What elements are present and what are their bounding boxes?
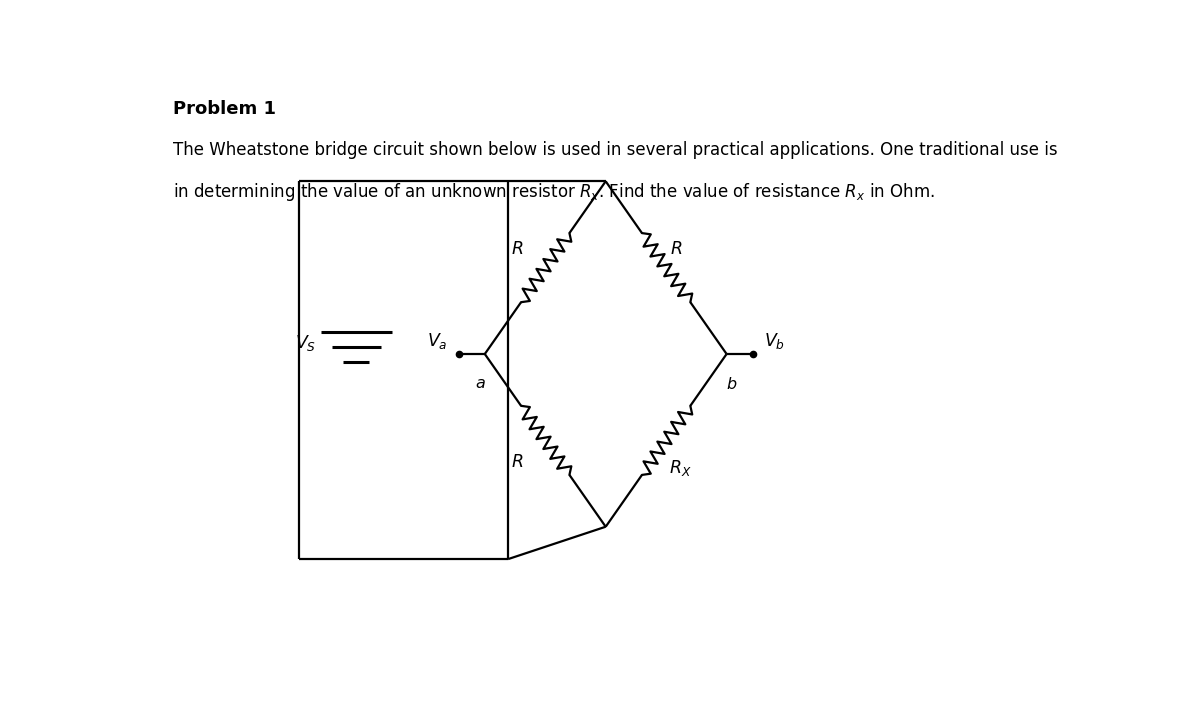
Text: The Wheatstone bridge circuit shown below is used in several practical applicati: The Wheatstone bridge circuit shown belo…	[173, 141, 1058, 159]
Text: $R$: $R$	[511, 240, 523, 258]
Text: $R$: $R$	[670, 240, 683, 258]
Text: $V_S$: $V_S$	[295, 333, 316, 353]
Text: in determining the value of an unknown resistor $R_x$. Find the value of resista: in determining the value of an unknown r…	[173, 182, 935, 203]
Text: $V_a$: $V_a$	[427, 330, 448, 350]
Text: Problem 1: Problem 1	[173, 100, 276, 118]
Text: $R$: $R$	[511, 453, 523, 471]
Text: $V_b$: $V_b$	[764, 330, 785, 350]
Text: $R_X$: $R_X$	[668, 458, 691, 479]
Text: $a$: $a$	[475, 376, 486, 391]
Text: $b$: $b$	[726, 376, 737, 392]
